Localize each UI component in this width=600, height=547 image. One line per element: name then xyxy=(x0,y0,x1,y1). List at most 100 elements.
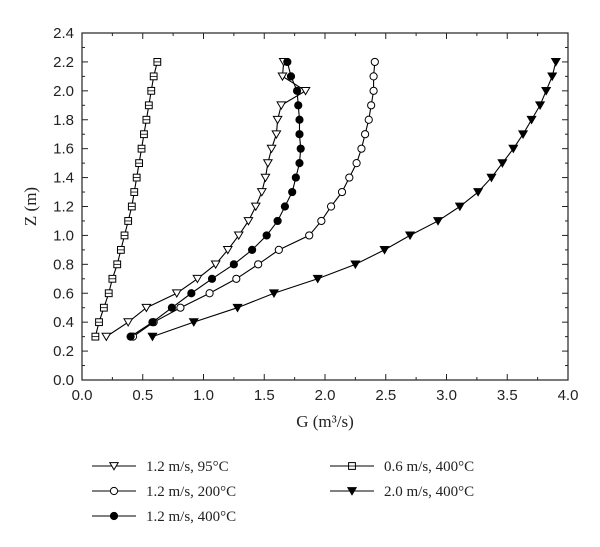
data-point xyxy=(345,173,354,182)
data-point xyxy=(286,72,296,81)
data-point xyxy=(147,86,156,95)
data-point xyxy=(167,303,177,312)
series-line xyxy=(152,61,557,338)
data-point xyxy=(473,188,484,197)
data-point xyxy=(317,216,326,226)
data-point xyxy=(276,101,287,111)
data-point xyxy=(288,187,297,197)
data-point xyxy=(132,173,141,182)
data-point xyxy=(101,332,112,342)
legend-marker xyxy=(348,462,356,470)
data-point xyxy=(205,289,214,298)
legend-label: 1.2 m/s, 200°C xyxy=(146,484,236,500)
data-point xyxy=(123,318,134,327)
x-tick-label: 0.5 xyxy=(132,387,153,404)
data-point xyxy=(232,303,243,313)
legend-marker xyxy=(346,487,358,496)
data-point xyxy=(526,115,537,125)
data-point xyxy=(171,289,182,299)
data-point xyxy=(369,72,378,81)
axes: 0.0 0.5 1.0 1.5 2.0 2.5 3.0 3.5 4.0 0.0 0.2 0.4 0.6 0… xyxy=(21,25,578,431)
y-tick-label: 2.4 xyxy=(53,25,74,42)
x-axis-label: G (m³/s) xyxy=(296,412,354,431)
data-point xyxy=(243,217,254,226)
series-1 xyxy=(128,57,379,341)
data-point xyxy=(268,289,280,299)
data-point xyxy=(357,144,366,153)
data-point xyxy=(541,86,552,96)
y-tick-label: 2.0 xyxy=(53,83,74,100)
data-point xyxy=(326,202,336,211)
x-tick-label: 0.0 xyxy=(72,387,93,404)
data-point xyxy=(274,245,283,254)
legend-item: 2.0 m/s, 400°C xyxy=(330,484,474,500)
legend-item: 0.6 m/s, 400°C xyxy=(330,459,474,475)
x-tick-label: 1.5 xyxy=(254,387,275,404)
y-tick-label: 1.8 xyxy=(53,112,74,129)
data-point xyxy=(312,274,323,284)
data-point xyxy=(222,246,233,255)
data-point xyxy=(176,303,185,312)
data-point xyxy=(300,86,311,96)
y-tick-label: 0.6 xyxy=(53,285,74,302)
data-point xyxy=(142,115,151,124)
legend-item: 1.2 m/s, 200°C xyxy=(92,484,236,500)
data-point xyxy=(250,202,261,212)
data-point xyxy=(144,101,153,110)
data-point xyxy=(124,217,133,225)
y-tick-label: 1.6 xyxy=(53,141,74,158)
data-point xyxy=(262,159,273,168)
data-point xyxy=(130,188,139,196)
y-tick-label: 1.0 xyxy=(53,227,74,244)
data-point xyxy=(233,231,244,241)
data-point xyxy=(364,115,373,124)
data-point xyxy=(277,72,288,82)
data-point xyxy=(272,115,283,125)
data-point xyxy=(99,303,108,312)
data-point xyxy=(367,101,376,110)
data-point xyxy=(350,260,361,270)
data-point xyxy=(295,115,304,124)
data-point xyxy=(210,260,221,270)
data-point xyxy=(305,231,314,240)
y-tick-label: 0.8 xyxy=(53,256,74,273)
data-point xyxy=(187,289,196,298)
data-point xyxy=(486,173,497,183)
data-point xyxy=(207,274,217,283)
data-point xyxy=(273,216,282,226)
data-point xyxy=(126,332,135,341)
data-point xyxy=(120,231,129,240)
data-point xyxy=(188,318,199,327)
data-point xyxy=(254,260,263,269)
data-point xyxy=(337,187,347,197)
data-point xyxy=(379,246,390,255)
data-point xyxy=(266,144,277,154)
data-point xyxy=(113,260,122,269)
y-tick-label: 1.4 xyxy=(53,170,74,187)
data-point xyxy=(91,332,100,341)
x-tick-label: 3.5 xyxy=(497,387,518,404)
data-point xyxy=(229,260,238,269)
data-point xyxy=(271,130,282,139)
series-4 xyxy=(147,58,561,342)
data-point xyxy=(404,231,416,241)
y-tick-label: 0.0 xyxy=(53,372,74,389)
data-point xyxy=(108,274,117,283)
plot-area xyxy=(91,57,561,342)
y-tick-label: 2.2 xyxy=(53,54,74,71)
data-point xyxy=(153,58,162,66)
data-point xyxy=(149,72,158,81)
data-point xyxy=(432,217,444,226)
legend-label: 1.2 m/s, 95°C xyxy=(146,459,229,475)
x-tick-label: 2.0 xyxy=(315,387,336,404)
data-point xyxy=(369,86,378,95)
series-line xyxy=(132,61,376,338)
data-point xyxy=(292,86,302,95)
series-2 xyxy=(126,57,305,341)
data-point xyxy=(295,159,304,168)
data-point xyxy=(454,202,465,212)
data-point xyxy=(127,202,136,211)
legend-label: 0.6 m/s, 400°C xyxy=(384,459,474,475)
data-point xyxy=(370,57,379,67)
